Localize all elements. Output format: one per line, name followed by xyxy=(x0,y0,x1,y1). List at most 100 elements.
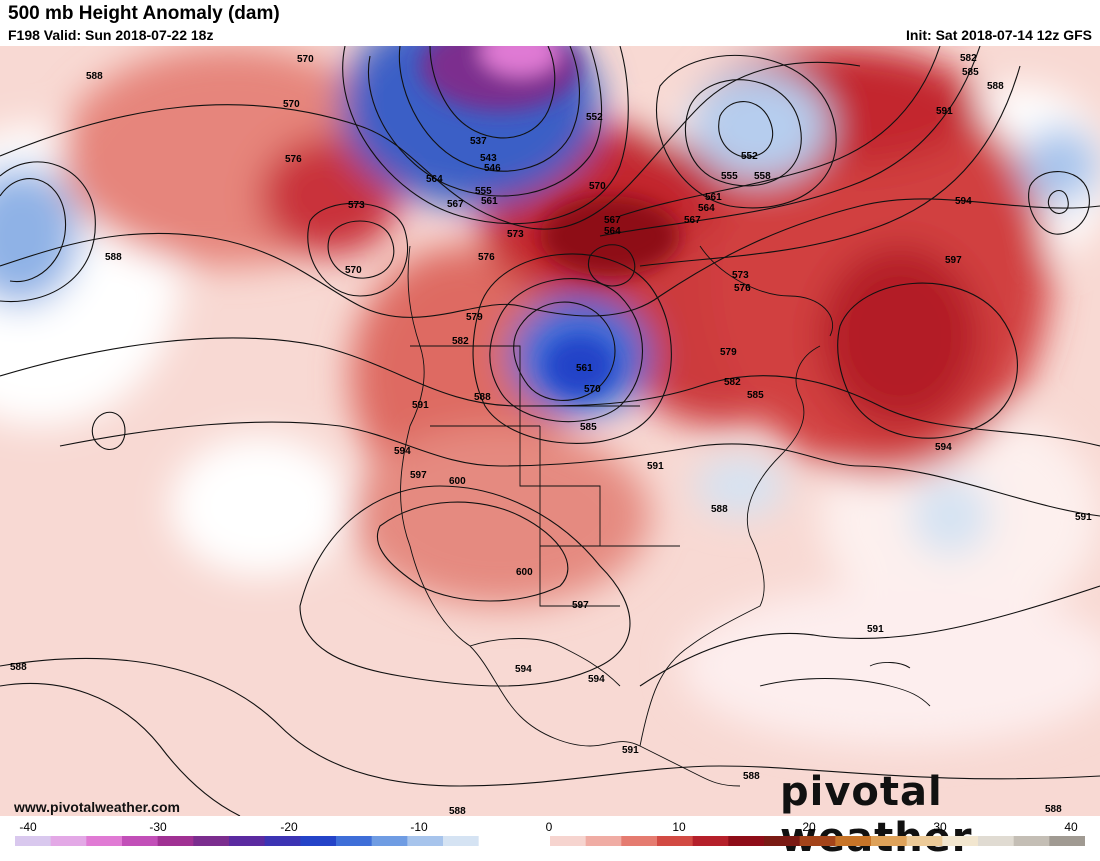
contour-label: 552 xyxy=(586,112,603,123)
contour-label: 567 xyxy=(684,215,701,226)
contour-label: 555 xyxy=(475,186,492,197)
contour-label: 558 xyxy=(754,171,771,182)
colorbar-swatch xyxy=(906,836,943,846)
colorbar-swatch xyxy=(193,836,230,846)
colorbar-swatch xyxy=(336,836,373,846)
init-time: Init: Sat 2018-07-14 12z GFS xyxy=(906,27,1092,43)
contour-label: 597 xyxy=(410,470,427,481)
contour-label: 576 xyxy=(478,252,495,263)
colorbar-swatch xyxy=(407,836,444,846)
contour-label: 570 xyxy=(283,99,300,110)
colorbar-swatch xyxy=(157,836,194,846)
colorbar-tick: 0 xyxy=(545,820,553,834)
colorbar-swatch xyxy=(50,836,87,846)
contour-label: 552 xyxy=(741,151,758,162)
contour-label: 588 xyxy=(711,504,728,515)
contour-label: 585 xyxy=(580,422,597,433)
contour-label: 591 xyxy=(936,106,953,117)
anomaly-map: 588 570 570 576 573 570 588 537 543 546 … xyxy=(0,46,1100,816)
colorbar-tick: 10 xyxy=(672,820,686,834)
colorbar-tick: -10 xyxy=(410,820,428,834)
contour-label: 579 xyxy=(466,312,483,323)
colorbar-swatch xyxy=(871,836,908,846)
contour-label: 546 xyxy=(484,163,501,174)
colorbar-swatch xyxy=(764,836,801,846)
colorbar-swatch xyxy=(229,836,266,846)
colorbar-swatch xyxy=(86,836,123,846)
contour-label: 597 xyxy=(945,255,962,266)
colorbar-swatch xyxy=(15,836,52,846)
colorbar-tick: 30 xyxy=(933,820,947,834)
contour-label: 585 xyxy=(747,390,764,401)
contour-label: 537 xyxy=(470,136,487,147)
colorbar-swatch xyxy=(264,836,301,846)
contour-label: 588 xyxy=(1045,804,1062,815)
contour-label: 573 xyxy=(732,270,749,281)
colorbar-swatch xyxy=(657,836,694,846)
colorbar-swatch xyxy=(514,836,551,846)
colorbar-swatch xyxy=(371,836,408,846)
colorbar-tick: -40 xyxy=(19,820,37,834)
colorbar-tick: -20 xyxy=(280,820,298,834)
contour-label: 588 xyxy=(987,81,1004,92)
website-url: www.pivotalweather.com xyxy=(14,799,180,815)
colorbar-swatch xyxy=(1013,836,1050,846)
contour-label: 594 xyxy=(394,446,411,457)
contour-label: 600 xyxy=(516,567,533,578)
colorbar-swatch xyxy=(550,836,587,846)
contour-label: 543 xyxy=(480,153,497,164)
colorbar-swatch xyxy=(621,836,658,846)
contour-label: 588 xyxy=(86,71,103,82)
contour-label: 588 xyxy=(474,392,491,403)
contour-label: 561 xyxy=(576,363,593,374)
contour-label: 588 xyxy=(10,662,27,673)
brand-logo: pivotal weather xyxy=(780,769,972,861)
contour-label: 567 xyxy=(604,215,621,226)
colorbar-tick: -30 xyxy=(149,820,167,834)
contour-label: 591 xyxy=(1075,512,1092,523)
contour-label: 582 xyxy=(724,377,741,388)
colorbar-swatch xyxy=(443,836,480,846)
contour-label: 588 xyxy=(449,806,466,816)
contour-label: 561 xyxy=(705,192,722,203)
colorbar-swatch xyxy=(799,836,836,846)
colorbar xyxy=(15,836,1085,846)
colorbar-swatch xyxy=(1049,836,1085,846)
contour-label: 594 xyxy=(955,196,972,207)
contour-label: 591 xyxy=(412,400,429,411)
colorbar-swatch xyxy=(978,836,1015,846)
contour-label: 570 xyxy=(589,181,606,192)
colorbar-swatch xyxy=(585,836,622,846)
contour-label: 582 xyxy=(452,336,469,347)
colorbar-swatch xyxy=(692,836,729,846)
colorbar-swatch xyxy=(122,836,159,846)
colorbar-swatch xyxy=(300,836,337,846)
contour-label: 555 xyxy=(721,171,738,182)
contour-label: 591 xyxy=(622,745,639,756)
colorbar-swatch xyxy=(942,836,979,846)
contour-label: 582 xyxy=(960,53,977,64)
contour-label: 597 xyxy=(572,600,589,611)
contour-label: 594 xyxy=(515,664,532,675)
colorbar-swatch xyxy=(478,836,515,846)
contour-label: 570 xyxy=(584,384,601,395)
colorbar-swatch xyxy=(835,836,872,846)
contour-label: 579 xyxy=(720,347,737,358)
contour-label: 576 xyxy=(734,283,751,294)
contour-label: 594 xyxy=(588,674,605,685)
map-title: 500 mb Height Anomaly (dam) xyxy=(8,3,280,24)
valid-time: F198 Valid: Sun 2018-07-22 18z xyxy=(8,27,214,43)
contour-label: 600 xyxy=(449,476,466,487)
contour-label: 561 xyxy=(481,196,498,207)
contour-label: 573 xyxy=(507,229,524,240)
colorbar-swatch xyxy=(728,836,765,846)
contour-label: 564 xyxy=(604,226,621,237)
contour-label: 564 xyxy=(426,174,443,185)
contour-label: 570 xyxy=(297,54,314,65)
contour-label: 591 xyxy=(867,624,884,635)
contour-label: 594 xyxy=(935,442,952,453)
contour-label: 576 xyxy=(285,154,302,165)
contour-label: 588 xyxy=(105,252,122,263)
colorbar-tick: 40 xyxy=(1064,820,1078,834)
contour-label: 585 xyxy=(962,67,979,78)
